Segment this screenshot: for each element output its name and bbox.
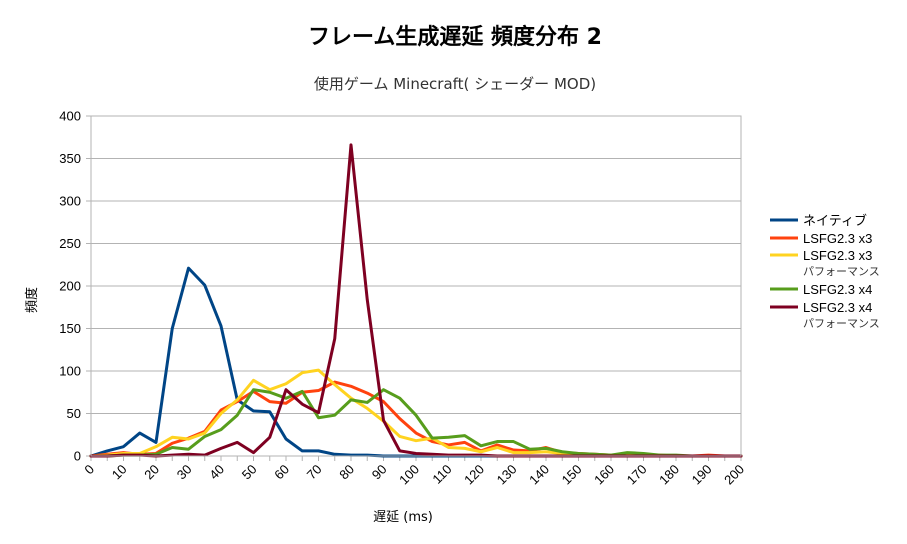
x-axis-label: 遅延 (ms) (373, 510, 433, 525)
legend-entry: ネイティブ (770, 213, 867, 228)
legend-label-line2: パフォーマンス (803, 317, 880, 330)
series-lines (89, 143, 743, 458)
y-tick-label: 150 (59, 321, 81, 336)
y-tick-label: 0 (74, 449, 81, 464)
x-tick-label: 110 (429, 462, 454, 487)
y-axis-label: 頻度 (24, 287, 40, 313)
chart-title: フレーム生成遅延 頻度分布 2 (308, 24, 602, 50)
x-tick-label: 130 (494, 462, 520, 488)
x-tick-label: 140 (526, 462, 552, 488)
x-tick-label: 30 (174, 462, 195, 483)
legend-entry: LSFG2.3 x3 パフォーマンス (770, 248, 880, 278)
legend-label: LSFG2.3 x4 (803, 300, 872, 315)
x-tick-label: 20 (141, 462, 162, 483)
legend-entry: LSFG2.3 x4 (770, 282, 872, 297)
legend-label-line2: パフォーマンス (803, 265, 880, 278)
x-tick-label: 100 (396, 462, 422, 488)
y-tick-label: 400 (59, 109, 81, 124)
y-tick-label: 350 (59, 151, 81, 166)
x-tick-label: 80 (336, 462, 357, 483)
plot-area-frame (90, 115, 742, 457)
series-line-1 (89, 380, 743, 458)
x-tick-label: 120 (461, 462, 487, 488)
x-axis-ticks: 0 10 20 30 40 50 60 70 80 90 100 110 120 130 140 150 160… (81, 456, 747, 487)
x-tick-label: 200 (721, 462, 747, 488)
x-tick-label: 160 (591, 462, 617, 488)
legend-entry: LSFG2.3 x3 (770, 231, 872, 246)
legend-label: ネイティブ (803, 213, 867, 228)
legend-label: LSFG2.3 x4 (803, 282, 872, 297)
y-axis-ticks: 0 50 100 150 200 250 300 350 400 (59, 109, 91, 464)
x-tick-label: 70 (304, 462, 325, 483)
series-line-4 (89, 143, 743, 458)
x-tick-label: 150 (559, 462, 585, 488)
grid-lines (91, 115, 741, 457)
legend-entry: LSFG2.3 x4 パフォーマンス (770, 300, 880, 330)
x-tick-label: 90 (369, 462, 390, 483)
x-tick-label: 190 (689, 462, 715, 488)
y-tick-label: 100 (59, 364, 81, 379)
y-tick-label: 300 (59, 194, 81, 209)
x-tick-label: 40 (206, 462, 227, 483)
chart-subtitle: 使用ゲーム Minecraft( シェーダー MOD) (314, 75, 596, 93)
series-line-3 (89, 388, 743, 458)
legend-label: LSFG2.3 x3 (803, 248, 872, 263)
x-tick-label: 0 (81, 462, 97, 478)
series-line-0 (89, 266, 743, 458)
y-tick-label: 50 (67, 406, 81, 421)
legend-label: LSFG2.3 x3 (803, 231, 872, 246)
x-tick-label: 60 (271, 462, 292, 483)
x-tick-label: 10 (109, 462, 130, 483)
x-tick-label: 170 (624, 462, 650, 488)
x-tick-label: 50 (239, 462, 260, 483)
y-tick-label: 250 (59, 236, 81, 251)
x-tick-label: 180 (656, 462, 682, 488)
y-tick-label: 200 (59, 279, 81, 294)
